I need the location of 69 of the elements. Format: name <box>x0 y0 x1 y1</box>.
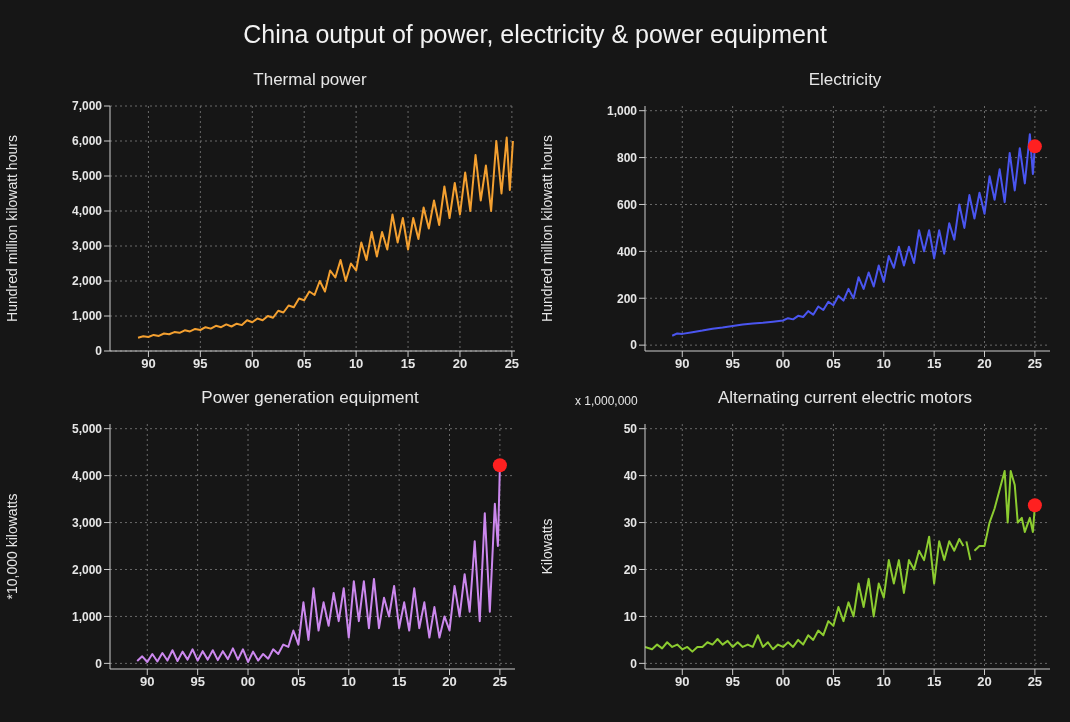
y-tick-label: 5,000 <box>71 421 103 436</box>
y-axis-title: Kilowatts <box>538 518 555 575</box>
x-tick-label: 00 <box>240 674 256 690</box>
x-tick-label: 05 <box>826 356 841 372</box>
y-tick-label: 0 <box>95 344 103 359</box>
chart-title: Alternating current electric motors <box>717 388 973 407</box>
x-tick-label: 90 <box>675 356 690 372</box>
y-tick-label: 0 <box>95 656 103 671</box>
y-tick-label: 40 <box>623 468 638 483</box>
x-tick-label: 25 <box>1027 356 1043 372</box>
x-tick-label: 20 <box>442 674 457 690</box>
y-tick-label: 10 <box>623 609 638 624</box>
y-tick-label: 20 <box>623 562 638 577</box>
text: x 1,000,000 <box>575 394 638 408</box>
y-tick-label: 1,000 <box>71 309 103 324</box>
x-tick-label: 15 <box>926 356 942 372</box>
y-tick-label: 800 <box>616 150 638 165</box>
x-tick-label: 95 <box>193 356 208 372</box>
y-tick-label: 400 <box>616 244 638 259</box>
y-tick-label: 3,000 <box>71 515 103 530</box>
x-tick-label: 00 <box>775 356 791 372</box>
y-axis-title: *10,000 kilowatts <box>3 493 20 600</box>
y-tick-label: 2,000 <box>71 562 103 577</box>
x-tick-label: 20 <box>977 356 992 372</box>
y-tick-label: 4,000 <box>71 468 103 483</box>
text: China output of power, electricity & power equipment <box>242 20 828 49</box>
x-tick-label: 25 <box>504 356 520 372</box>
y-tick-label: 600 <box>616 197 638 212</box>
x-tick-label: 90 <box>141 356 156 372</box>
x-tick-label: 15 <box>400 356 416 372</box>
x-tick-label: 20 <box>452 356 468 372</box>
x-tick-label: 25 <box>1027 674 1043 690</box>
chart-title: Thermal power <box>252 70 368 90</box>
y-tick-label: 5,000 <box>71 169 103 184</box>
chart-title: Power generation equipment <box>200 388 420 408</box>
x-tick-label: 05 <box>296 356 312 372</box>
y-axis-title: Hundred million kilowatt hours <box>3 135 20 322</box>
x-tick-label: 20 <box>977 674 992 690</box>
x-tick-label: 10 <box>876 674 891 690</box>
x-tick-label: 00 <box>775 674 791 690</box>
x-tick-label: 90 <box>675 674 690 690</box>
x-tick-label: 05 <box>291 674 306 690</box>
line-series <box>137 136 514 339</box>
y-tick-label: 0 <box>630 338 638 353</box>
x-tick-label: 90 <box>140 674 155 690</box>
chart-title: Electricity <box>807 70 883 90</box>
x-tick-label: 05 <box>826 674 841 690</box>
x-tick-label: 10 <box>341 674 356 690</box>
x-tick-label: 15 <box>391 674 407 690</box>
x-tick-label: 95 <box>190 674 205 690</box>
x-tick-label: 95 <box>725 674 740 690</box>
x-tick-label: 10 <box>876 356 891 372</box>
y-tick-label: 1,000 <box>606 103 638 118</box>
y-tick-label: 4,000 <box>71 204 103 219</box>
y-tick-label: 2,000 <box>71 274 103 289</box>
y-tick-label: 0 <box>630 656 638 671</box>
x-tick-label: 95 <box>725 356 740 372</box>
y-axis-title: Hundred million kilowatt hours <box>538 135 555 322</box>
y-tick-label: 30 <box>623 515 638 530</box>
x-tick-label: 10 <box>348 356 364 372</box>
y-tick-label: 3,000 <box>71 239 103 254</box>
y-tick-label: 7,000 <box>71 99 103 114</box>
x-tick-label: 15 <box>926 674 942 690</box>
x-tick-label: 25 <box>492 674 508 690</box>
y-tick-label: 1,000 <box>71 609 103 624</box>
y-tick-label: 200 <box>616 291 638 306</box>
y-tick-label: 6,000 <box>71 134 103 149</box>
x-tick-label: 00 <box>245 356 260 372</box>
y-tick-label: 50 <box>623 421 638 436</box>
